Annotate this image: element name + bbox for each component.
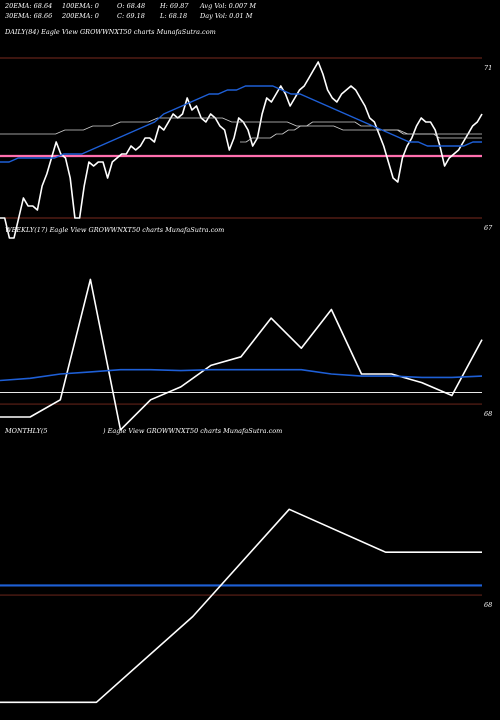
y-tick-label-1-1: 71 <box>484 64 492 72</box>
daily-panel-label: DAILY(84) Eagle View GROWWNXT50 charts M… <box>5 28 216 36</box>
stat-ema200: 200EMA: 0 <box>62 12 99 20</box>
stat-high: H: 69.87 <box>160 2 189 10</box>
series-line-1-2 <box>0 117 482 135</box>
stat-avg-vol: Avg Vol: 0.007 M <box>200 2 257 10</box>
stat-open: O: 68.48 <box>117 2 146 10</box>
monthly-panel-label-right: ) Eagle View GROWWNXT50 charts MunafaSut… <box>103 427 283 435</box>
monthly-panel-label-left: MONTHLY(5 <box>5 427 48 435</box>
y-tick-label-1-2: 67 <box>484 224 493 232</box>
y-tick-label-2-1: 68 <box>484 410 492 418</box>
stat-ema30: 30EMA: 68.66 <box>5 12 53 20</box>
stat-ema20: 20EMA: 68.64 <box>5 2 53 10</box>
stat-ema100: 100EMA: 0 <box>62 2 99 10</box>
stat-close: C: 69.18 <box>117 12 145 20</box>
series-line-1-1 <box>0 61 483 239</box>
stat-day-vol: Day Vol: 0.01 M <box>200 12 253 20</box>
series-line-1-3 <box>240 121 482 143</box>
series-line-2-1 <box>0 278 483 431</box>
weekly-panel-label: WEEKLY(17) Eagle View GROWWNXT50 charts … <box>5 226 225 234</box>
series-line-1-4 <box>0 85 482 163</box>
y-tick-label-3-1: 68 <box>484 601 492 609</box>
series-line-3-1 <box>0 508 482 704</box>
series-line-2-2 <box>0 368 483 382</box>
stat-low: L: 68.18 <box>160 12 188 20</box>
